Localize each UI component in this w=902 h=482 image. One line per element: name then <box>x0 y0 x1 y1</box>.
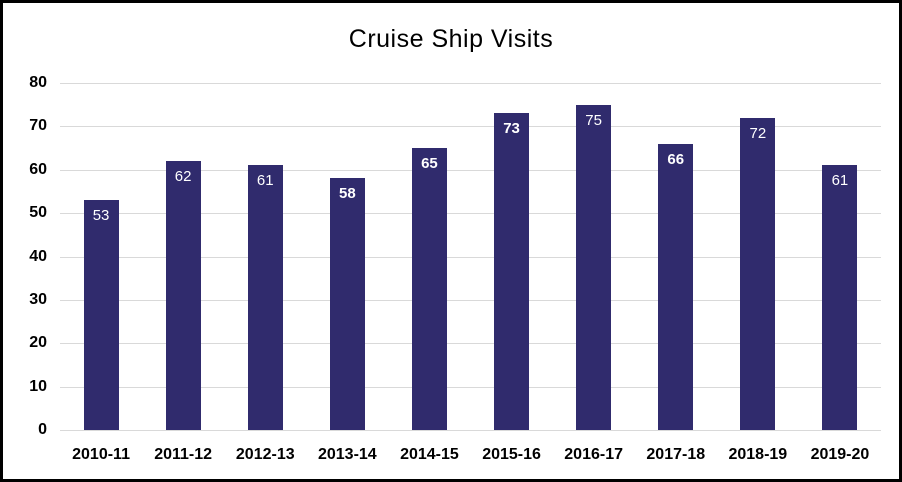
gridline <box>60 386 881 388</box>
bar: 53 <box>83 200 119 430</box>
y-tick-label: 50 <box>29 204 47 222</box>
gridline <box>60 169 881 171</box>
x-tick-label: 2013-14 <box>317 446 377 463</box>
bar: 61 <box>822 165 858 430</box>
value-label: 66 <box>667 150 685 168</box>
bar: 58 <box>329 178 365 430</box>
gridline <box>60 299 881 301</box>
x-tick-label: 2019-20 <box>810 446 870 463</box>
y-tick-label: 30 <box>29 290 47 308</box>
value-label: 73 <box>503 120 520 138</box>
bar: 65 <box>411 148 447 430</box>
gridline <box>60 126 881 128</box>
value-label: 58 <box>339 185 356 203</box>
gridline <box>60 213 881 215</box>
x-tick-label: 2015-16 <box>482 446 541 463</box>
x-tick-label: 2017-18 <box>646 446 706 463</box>
bar: 72 <box>740 117 776 430</box>
gridline <box>60 343 881 345</box>
value-label: 72 <box>749 124 767 142</box>
value-label: 65 <box>421 155 438 173</box>
bar: 62 <box>165 161 201 430</box>
bar: 61 <box>247 165 283 430</box>
x-tick-label: 2018-19 <box>728 446 788 463</box>
x-tick-label: 2014-15 <box>400 446 459 463</box>
value-label: 62 <box>174 168 192 186</box>
y-tick-label: 10 <box>29 377 47 395</box>
x-tick-label: 2016-17 <box>564 446 623 463</box>
y-tick-label: 40 <box>29 247 47 265</box>
gridline <box>60 256 881 258</box>
value-label: 61 <box>256 172 274 190</box>
gridline <box>60 430 881 431</box>
x-tick-label: 2011-12 <box>154 446 213 463</box>
chart-title: Cruise Ship Visits <box>348 25 554 53</box>
y-tick-label: 80 <box>29 74 47 91</box>
x-tick-label: 2010-11 <box>72 446 130 463</box>
value-label: 53 <box>92 207 110 225</box>
y-tick-label: 60 <box>29 160 47 178</box>
bar: 75 <box>576 104 612 430</box>
gridline <box>60 83 881 84</box>
bar: 73 <box>494 113 530 430</box>
value-label: 75 <box>585 111 602 129</box>
y-tick-label: 20 <box>29 334 47 352</box>
value-label: 61 <box>831 172 849 190</box>
bar: 66 <box>658 143 694 430</box>
x-tick-label: 2012-13 <box>235 446 295 463</box>
y-tick-label: 70 <box>29 117 47 135</box>
y-tick-label: 0 <box>38 421 47 438</box>
